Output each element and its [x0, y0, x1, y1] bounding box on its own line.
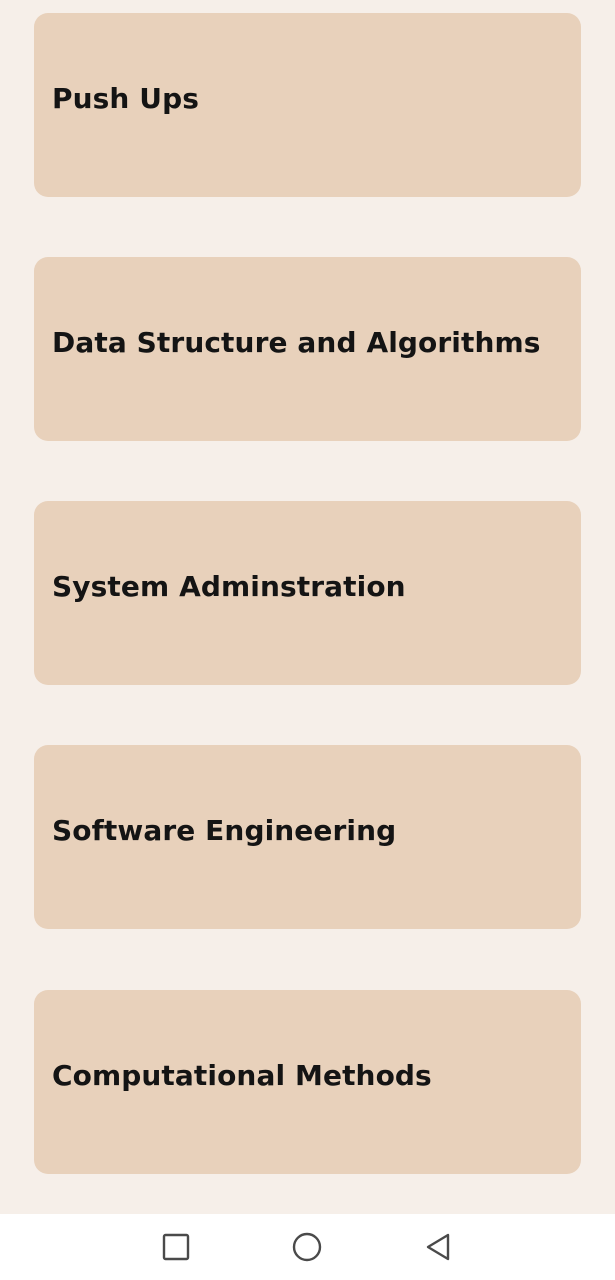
home-button[interactable] [287, 1227, 327, 1267]
circle-icon [292, 1232, 322, 1262]
recent-apps-button[interactable] [156, 1227, 196, 1267]
list-item-software-engineering[interactable]: Software Engineering [34, 745, 581, 929]
list-item-label: Computational Methods [52, 1058, 432, 1092]
list-item-label: System Adminstration [52, 569, 406, 603]
triangle-back-icon [426, 1233, 450, 1261]
list-item-label: Push Ups [52, 81, 200, 115]
system-navigation-bar [0, 1214, 615, 1280]
list-item-computational-methods[interactable]: Computational Methods [34, 990, 581, 1174]
list-item-system-adminstration[interactable]: System Adminstration [34, 501, 581, 685]
square-icon [162, 1233, 190, 1261]
list-item-data-structure-and-algorithms[interactable]: Data Structure and Algorithms [34, 257, 581, 441]
back-button[interactable] [418, 1227, 458, 1267]
list-item-label: Software Engineering [52, 813, 397, 847]
list-item-label: Data Structure and Algorithms [52, 325, 541, 359]
list-item-push-ups[interactable]: Push Ups [34, 13, 581, 197]
course-list: Push Ups Data Structure and Algorithms S… [34, 13, 581, 1174]
